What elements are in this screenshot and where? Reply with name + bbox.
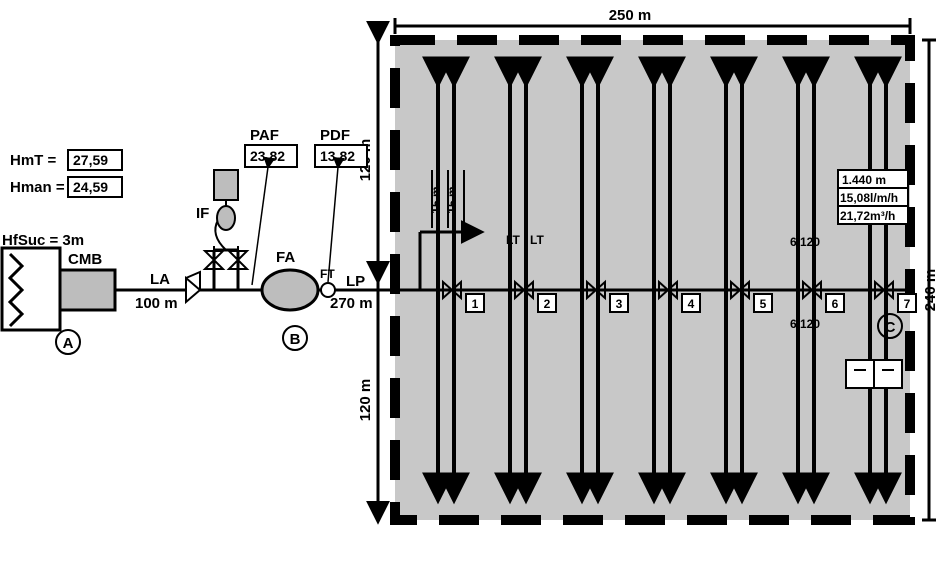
svg-text:HfSuc = 3m: HfSuc = 3m xyxy=(2,232,84,249)
svg-text:27,59: 27,59 xyxy=(73,152,108,168)
svg-text:Hman =: Hman = xyxy=(10,179,65,196)
lp-length: 270 m xyxy=(330,295,373,312)
legend-box xyxy=(846,360,902,388)
svg-text:15 m: 15 m xyxy=(445,186,459,213)
svg-text:PAF: PAF xyxy=(250,127,279,144)
hose-up: 6/120 xyxy=(790,235,820,249)
svg-text:A: A xyxy=(63,335,74,352)
svg-text:1.440 m: 1.440 m xyxy=(842,173,886,187)
svg-text:7: 7 xyxy=(904,297,911,311)
svg-text:24,59: 24,59 xyxy=(73,179,108,195)
svg-text:13,82: 13,82 xyxy=(320,148,355,164)
svg-text:21,72m³/h: 21,72m³/h xyxy=(840,209,895,223)
svg-text:23,82: 23,82 xyxy=(250,148,285,164)
node-A: A xyxy=(56,330,80,354)
svg-text:IF: IF xyxy=(196,205,209,222)
fertigation-branch: IF xyxy=(196,170,247,290)
svg-text:B: B xyxy=(290,331,301,348)
left-labels: HmT = 27,59 Hman = 24,59 HfSuc = 3m xyxy=(2,150,122,249)
svg-text:2: 2 xyxy=(544,297,551,311)
ft-fitting: FT xyxy=(320,267,335,297)
svg-text:CMB: CMB xyxy=(68,251,102,268)
dim-right: 240 m xyxy=(922,40,939,520)
svg-text:4: 4 xyxy=(688,297,695,311)
pump-symbol xyxy=(186,272,200,302)
lateral-spec-box: 1.440 m 15,08l/m/h 21,72m³/h xyxy=(838,170,908,224)
hose-down: 6/120 xyxy=(790,317,820,331)
svg-text:5: 5 xyxy=(760,297,767,311)
lt-1: LT xyxy=(506,233,520,247)
dim-top: 250 m xyxy=(395,7,910,34)
water-source xyxy=(2,248,60,330)
svg-text:15 m: 15 m xyxy=(429,186,443,213)
svg-text:15,08l/m/h: 15,08l/m/h xyxy=(840,191,898,205)
svg-text:PDF: PDF xyxy=(320,127,350,144)
la-label: LA xyxy=(150,271,170,288)
svg-text:FA: FA xyxy=(276,249,295,266)
svg-text:FT: FT xyxy=(320,267,335,281)
svg-text:3: 3 xyxy=(616,297,623,311)
lp-label: LP xyxy=(346,273,365,290)
svg-text:240 m: 240 m xyxy=(922,269,939,312)
node-B: B xyxy=(283,326,307,350)
lt-2: LT xyxy=(530,233,544,247)
svg-text:250 m: 250 m xyxy=(609,7,652,24)
fa-filter: FA xyxy=(262,249,318,310)
svg-text:1: 1 xyxy=(472,297,479,311)
pdf: PDF 13,82 xyxy=(315,127,367,282)
cmb-pump: CMB xyxy=(60,251,115,310)
svg-text:120 m: 120 m xyxy=(357,379,374,422)
svg-text:HmT =: HmT = xyxy=(10,152,57,169)
svg-text:6: 6 xyxy=(832,297,839,311)
svg-text:C: C xyxy=(885,319,896,336)
la-length: 100 m xyxy=(135,295,178,312)
